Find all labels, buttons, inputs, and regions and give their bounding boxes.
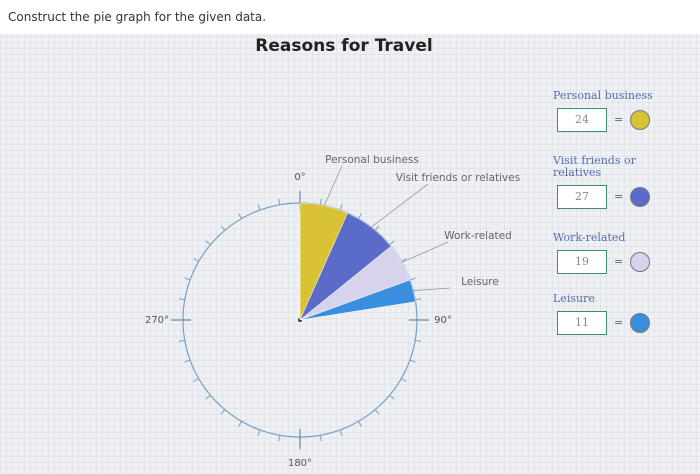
wedge-label: Visit friends or relatives xyxy=(396,172,520,184)
value-input[interactable]: 11 xyxy=(557,311,607,335)
legend-color[interactable] xyxy=(630,187,650,207)
minor-tick xyxy=(257,429,261,436)
equals: = xyxy=(614,113,624,126)
minor-tick xyxy=(205,394,211,400)
minor-tick xyxy=(220,225,226,231)
minor-tick xyxy=(220,409,226,415)
minor-tick xyxy=(178,339,185,342)
angle-label: 0° xyxy=(294,172,305,183)
minor-tick xyxy=(374,409,380,415)
wedge-label: Leisure xyxy=(461,276,499,288)
minor-tick xyxy=(415,339,422,342)
leader-line xyxy=(370,183,429,228)
minor-tick xyxy=(389,240,395,246)
header: Construct the pie graph for the given da… xyxy=(0,0,700,34)
equals: = xyxy=(614,255,624,268)
value-input[interactable]: 19 xyxy=(557,250,607,274)
minor-tick xyxy=(193,378,199,382)
angle-label: 270° xyxy=(145,315,169,326)
legend-color[interactable] xyxy=(630,252,650,272)
wedge-label: Work-related xyxy=(444,230,512,242)
minor-tick xyxy=(358,421,362,427)
minor-tick xyxy=(409,359,416,363)
minor-tick xyxy=(401,378,407,382)
minor-tick xyxy=(319,198,322,205)
legend-color[interactable] xyxy=(630,110,650,130)
legend-label: Leisure xyxy=(553,292,595,305)
minor-tick xyxy=(184,359,191,363)
minor-tick xyxy=(409,277,416,281)
leader-line xyxy=(413,287,451,292)
legend-label: Work-related xyxy=(553,231,626,244)
minor-tick xyxy=(339,429,343,436)
legend-label: Visit friends or relatives xyxy=(553,154,636,179)
leader-line xyxy=(401,241,449,263)
legend-color[interactable] xyxy=(630,313,650,333)
leader-line xyxy=(323,165,343,206)
minor-tick xyxy=(278,198,281,205)
minor-tick xyxy=(278,435,281,442)
minor-tick xyxy=(178,298,185,301)
minor-tick xyxy=(193,258,199,262)
instruction: Construct the pie graph for the given da… xyxy=(8,10,267,24)
angle-label: 90° xyxy=(434,315,452,326)
minor-tick xyxy=(238,213,242,219)
minor-tick xyxy=(339,204,343,211)
minor-tick xyxy=(358,213,362,219)
equals: = xyxy=(614,316,624,329)
wedge-label: Personal business xyxy=(325,154,419,166)
minor-tick xyxy=(415,298,422,301)
minor-tick xyxy=(184,277,191,281)
equals: = xyxy=(614,190,624,203)
chart-title: Reasons for Travel xyxy=(255,36,432,56)
value-input[interactable]: 24 xyxy=(557,108,607,132)
minor-tick xyxy=(319,435,322,442)
value-input[interactable]: 27 xyxy=(557,185,607,209)
minor-tick xyxy=(205,240,211,246)
angle-label: 180° xyxy=(288,458,312,469)
minor-tick xyxy=(374,225,380,231)
minor-tick xyxy=(401,258,407,262)
minor-tick xyxy=(238,421,242,427)
legend-label: Personal business xyxy=(553,89,653,102)
minor-tick xyxy=(389,394,395,400)
minor-tick xyxy=(257,204,261,211)
